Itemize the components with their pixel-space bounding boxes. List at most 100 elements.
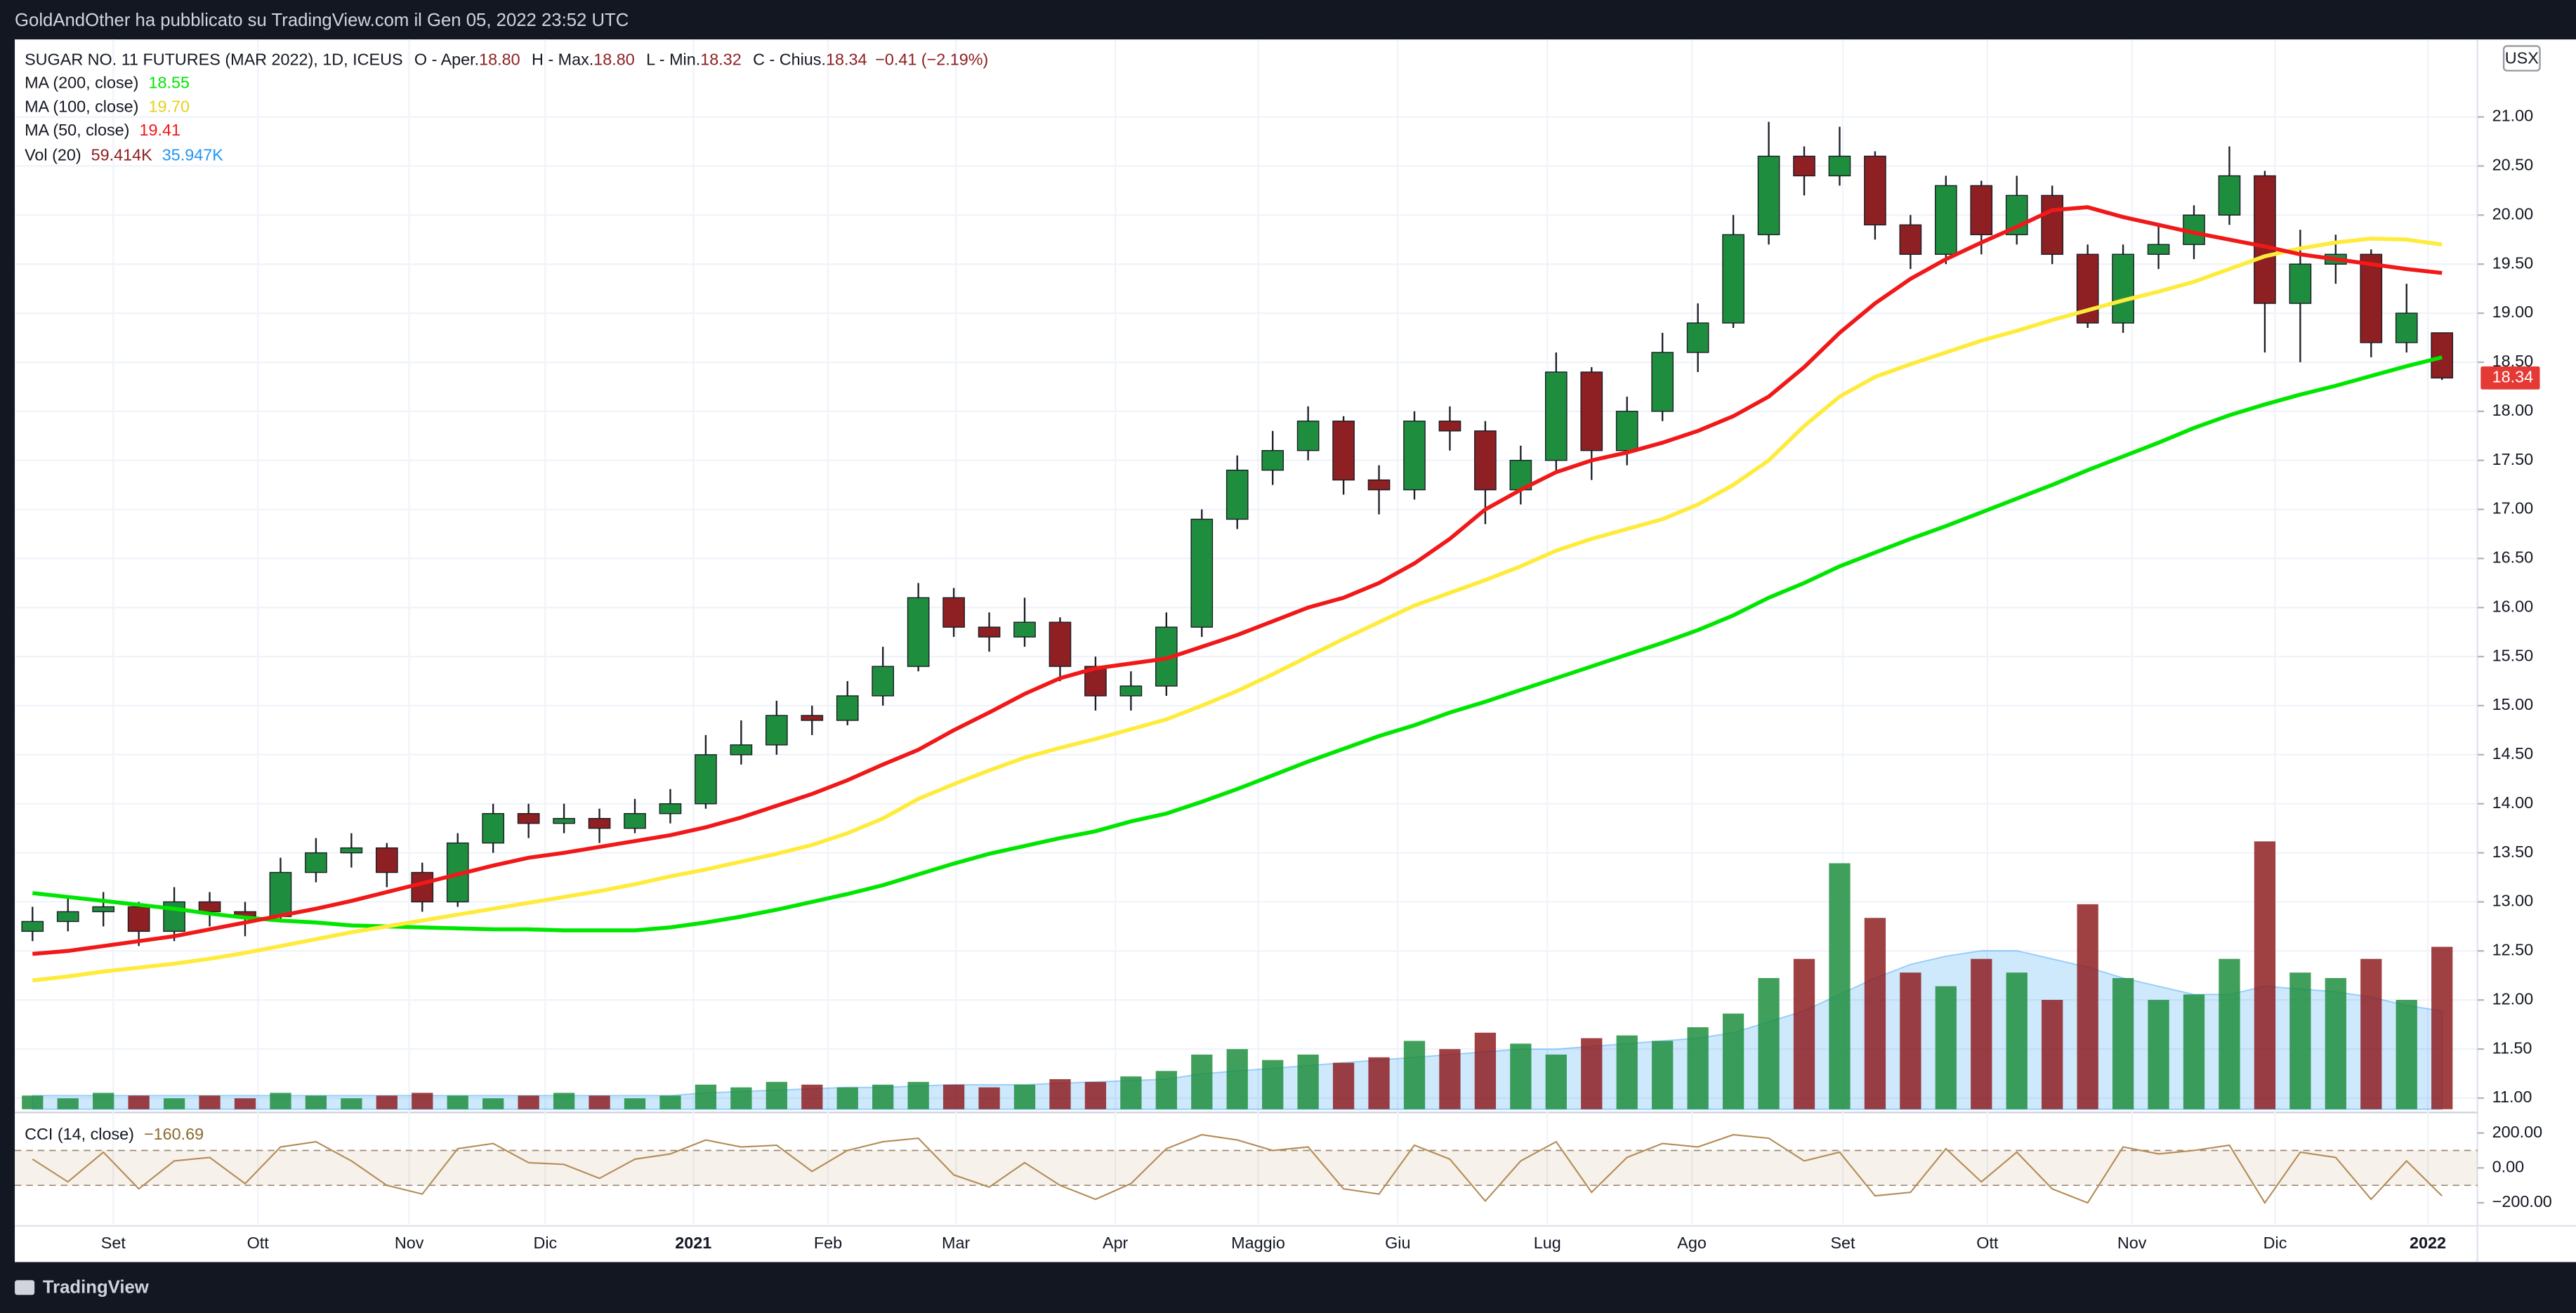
x-tick-label: Nov bbox=[2117, 1234, 2147, 1252]
y-tick-label: 13.50 bbox=[2492, 843, 2533, 861]
candle-body bbox=[1474, 430, 1497, 491]
candle-body bbox=[1261, 449, 1284, 471]
y-tick-label: 19.50 bbox=[2492, 253, 2533, 272]
candle-body bbox=[1049, 621, 1072, 667]
cci-tick-label: −200.00 bbox=[2492, 1192, 2552, 1210]
candle-body bbox=[553, 818, 575, 824]
legend-line: Vol (20) 59.414K 35.947K bbox=[25, 146, 223, 164]
candle-body bbox=[801, 715, 824, 721]
candle-body bbox=[2360, 253, 2383, 343]
x-tick-label: Feb bbox=[814, 1234, 842, 1252]
candle-body bbox=[907, 597, 930, 667]
volume-bar bbox=[1510, 1043, 1532, 1109]
volume-bar bbox=[2112, 977, 2134, 1109]
candle-body bbox=[1899, 224, 1922, 255]
candle-body bbox=[1828, 155, 1851, 177]
candle-body bbox=[624, 813, 646, 829]
candle-body bbox=[1119, 685, 1143, 697]
candle-body bbox=[1225, 469, 1249, 520]
volume-bar bbox=[2360, 958, 2382, 1109]
ma-name: MA (50, close) bbox=[25, 121, 129, 139]
volume-bar bbox=[1971, 958, 1992, 1109]
volume-bar bbox=[1297, 1054, 1319, 1109]
candle-body bbox=[2395, 312, 2418, 343]
candle-body bbox=[2289, 263, 2312, 304]
currency: USX bbox=[2505, 48, 2539, 67]
volume-bar bbox=[730, 1087, 752, 1109]
volume-bar bbox=[1864, 918, 1886, 1109]
ma-name: MA (200, close) bbox=[25, 74, 138, 92]
volume-bar bbox=[1793, 958, 1815, 1109]
volume-bar bbox=[234, 1098, 256, 1109]
candle-body bbox=[340, 847, 363, 854]
y-tick-label: 14.00 bbox=[2492, 793, 2533, 812]
candle-body bbox=[21, 921, 44, 932]
ma-value: 19.41 bbox=[139, 121, 180, 139]
candle-body bbox=[1544, 371, 1568, 461]
y-tick-label: 19.00 bbox=[2492, 303, 2533, 321]
y-tick-label: 20.00 bbox=[2492, 204, 2533, 223]
y-tick-label: 21.00 bbox=[2492, 107, 2533, 125]
y-tick-label: 18.00 bbox=[2492, 401, 2533, 419]
candle-body bbox=[872, 666, 895, 697]
ohlc-value: 18.34 bbox=[826, 51, 867, 69]
candle-body bbox=[836, 695, 859, 721]
candle-body bbox=[56, 911, 79, 923]
vol-ma-value: 35.947K bbox=[162, 146, 223, 164]
volume-bar bbox=[2396, 1000, 2417, 1109]
volume-bar bbox=[1935, 986, 1957, 1109]
legend-line: MA (200, close) 18.55 bbox=[25, 74, 190, 92]
legend-line: MA (100, close) 19.70 bbox=[25, 97, 190, 115]
vol-value: 59.414K bbox=[91, 146, 152, 164]
brand[interactable]: TradingView bbox=[43, 1278, 150, 1298]
y-tick-label: 12.50 bbox=[2492, 941, 2533, 959]
ohlc-label: H - Max. bbox=[532, 51, 593, 69]
volume-bar bbox=[2042, 1000, 2063, 1109]
cci-band bbox=[15, 1150, 2478, 1186]
candle-body bbox=[1793, 155, 1815, 177]
ohlc-label: C - Chius. bbox=[753, 51, 826, 69]
x-tick-label: Set bbox=[101, 1234, 126, 1252]
candle-body bbox=[2041, 194, 2064, 255]
volume-bar bbox=[1191, 1054, 1213, 1109]
x-tick-label: Nov bbox=[395, 1234, 424, 1252]
volume-bar bbox=[2431, 946, 2453, 1109]
volume-bar bbox=[695, 1084, 717, 1109]
volume-bar bbox=[2254, 841, 2276, 1109]
y-tick-label: 16.50 bbox=[2492, 548, 2533, 567]
volume-bar bbox=[1616, 1035, 1638, 1109]
volume-bar bbox=[2289, 972, 2311, 1109]
volume-bar bbox=[22, 1095, 44, 1109]
volume-bar bbox=[57, 1098, 79, 1109]
currency-box[interactable] bbox=[2502, 45, 2541, 72]
candle-body bbox=[659, 803, 682, 814]
x-tick-label: Ott bbox=[1976, 1234, 1999, 1252]
x-tick-label: Set bbox=[1830, 1234, 1855, 1252]
volume-bar bbox=[659, 1095, 681, 1109]
x-tick-label: Maggio bbox=[1231, 1234, 1285, 1252]
candle-body bbox=[1651, 352, 1674, 412]
candle-body bbox=[1332, 421, 1355, 481]
volume-bar bbox=[1758, 977, 1780, 1109]
last-price: 18.34 bbox=[2492, 367, 2533, 385]
volume-bar bbox=[1474, 1032, 1497, 1109]
volume-bar bbox=[270, 1093, 291, 1109]
axes: Set Ott Nov Dic 2021 Feb Mar Apr Maggio Giu Lug Ago… bbox=[101, 107, 2540, 1252]
legend-line: MA (50, close) 19.41 bbox=[25, 121, 180, 139]
candle-body bbox=[765, 715, 788, 746]
x-tick-label: 2022 bbox=[2410, 1234, 2446, 1252]
volume-bar bbox=[1226, 1049, 1248, 1109]
volume-bar bbox=[1013, 1084, 1036, 1109]
cci-tick-label: 200.00 bbox=[2492, 1123, 2542, 1141]
candle-body bbox=[1367, 479, 1391, 491]
volume-bar bbox=[1439, 1049, 1461, 1109]
cci-tick-label: 0.00 bbox=[2492, 1158, 2524, 1176]
candle-body bbox=[2218, 175, 2241, 216]
attribution: GoldAndOther ha pubblicato su TradingVie… bbox=[15, 11, 629, 30]
volume-bar bbox=[1262, 1060, 1284, 1109]
moving-averages bbox=[32, 205, 2443, 983]
volume-bar bbox=[447, 1095, 468, 1109]
candles bbox=[21, 121, 2454, 946]
volume-bar bbox=[2077, 904, 2098, 1109]
